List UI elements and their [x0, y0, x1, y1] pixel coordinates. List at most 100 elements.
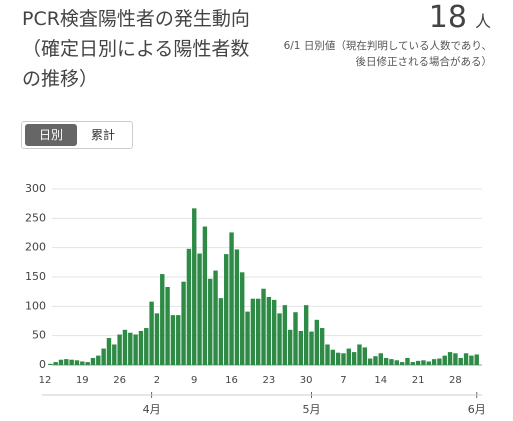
bar: [240, 272, 245, 365]
y-tick-label: 250: [25, 211, 46, 224]
x-tick-label: 21: [412, 375, 425, 386]
bar: [122, 329, 128, 365]
bar: [208, 278, 213, 365]
month-label: 5月: [303, 403, 321, 416]
bar: [447, 352, 453, 365]
y-tick-label: 100: [25, 299, 46, 312]
bar: [293, 312, 298, 365]
bar: [90, 357, 96, 365]
bar: [415, 360, 421, 365]
bar: [197, 253, 202, 365]
bar: [250, 298, 256, 365]
bar: [410, 362, 415, 365]
y-tick-label: 150: [25, 270, 46, 283]
bar: [383, 357, 389, 365]
bar: [405, 357, 410, 365]
bar: [160, 274, 165, 365]
bar: [341, 353, 346, 365]
bar: [229, 232, 234, 365]
bar: [64, 359, 69, 365]
bar: [234, 249, 240, 365]
bar: [224, 254, 229, 365]
bar: [106, 338, 112, 365]
bar: [144, 328, 149, 365]
x-tick-label: 2: [154, 375, 160, 386]
x-tick-label: 9: [191, 375, 197, 386]
bar: [181, 281, 186, 365]
bar: [309, 331, 314, 365]
bar: [112, 344, 117, 365]
bar: [421, 360, 426, 365]
bar: [298, 330, 304, 365]
bar: [469, 355, 474, 365]
bar: [117, 334, 122, 365]
bar: [170, 315, 176, 365]
bar: [58, 359, 64, 365]
x-tick-label: 28: [449, 375, 462, 386]
bar: [367, 358, 373, 365]
bar: [399, 362, 405, 365]
bar: [362, 347, 367, 365]
bar: [165, 286, 170, 365]
bar: [426, 361, 431, 365]
bar: [346, 348, 352, 365]
x-tick-label: 30: [300, 375, 313, 386]
y-tick-label: 0: [39, 358, 46, 371]
bar: [96, 355, 101, 365]
bar: [154, 313, 160, 365]
bar: [277, 313, 282, 365]
note: 6/1 日別値（現在判明している人数であり、後日修正される場合がある）: [283, 40, 492, 68]
latest-unit: 人: [474, 12, 491, 31]
bar: [357, 344, 362, 365]
bar: [202, 226, 208, 365]
title: PCR検査陽性者の発生動向（確定日別による陽性者数の推移）: [22, 8, 250, 90]
tab-daily[interactable]: 日別: [25, 124, 77, 146]
bar: [128, 332, 133, 365]
bar: [101, 348, 106, 365]
bar: [325, 344, 330, 365]
bar: [149, 301, 154, 365]
bar: [138, 330, 144, 365]
tab-cumulative[interactable]: 累計: [90, 128, 115, 142]
bar: [186, 248, 192, 365]
x-tick-label: 16: [225, 375, 238, 386]
bar: [80, 361, 85, 365]
bar: [431, 359, 437, 365]
x-tick-label: 12: [39, 375, 52, 386]
bar: [74, 360, 80, 365]
tabs: 日別 累計: [21, 121, 133, 149]
bar: [85, 362, 90, 365]
bar: [303, 305, 309, 365]
bar: [453, 353, 458, 365]
bar: [389, 359, 394, 365]
bar: [437, 358, 442, 365]
latest-value: 18: [428, 0, 467, 35]
bar: [245, 311, 250, 365]
bar: [256, 298, 261, 365]
bar: [314, 319, 320, 365]
month-label: 6月: [468, 403, 486, 416]
bar: [133, 334, 138, 365]
x-tick-label: 23: [262, 375, 275, 386]
latest: 18 人: [429, 0, 491, 35]
bar: [287, 329, 293, 365]
bar: [458, 357, 463, 365]
bar: [474, 354, 479, 365]
bar: [218, 298, 224, 365]
month-label: 4月: [143, 403, 161, 416]
bar: [442, 355, 447, 365]
bar: [176, 315, 181, 365]
x-tick-label: 14: [374, 375, 387, 386]
bar: [330, 349, 336, 365]
x-tick-label: 7: [340, 375, 346, 386]
bar: [69, 359, 74, 365]
bar: [192, 208, 197, 365]
bar: [373, 356, 378, 365]
bar: [319, 328, 325, 365]
y-tick-label: 200: [25, 241, 46, 254]
bar: [351, 352, 357, 365]
bar: [53, 362, 58, 365]
bar: [266, 296, 272, 365]
